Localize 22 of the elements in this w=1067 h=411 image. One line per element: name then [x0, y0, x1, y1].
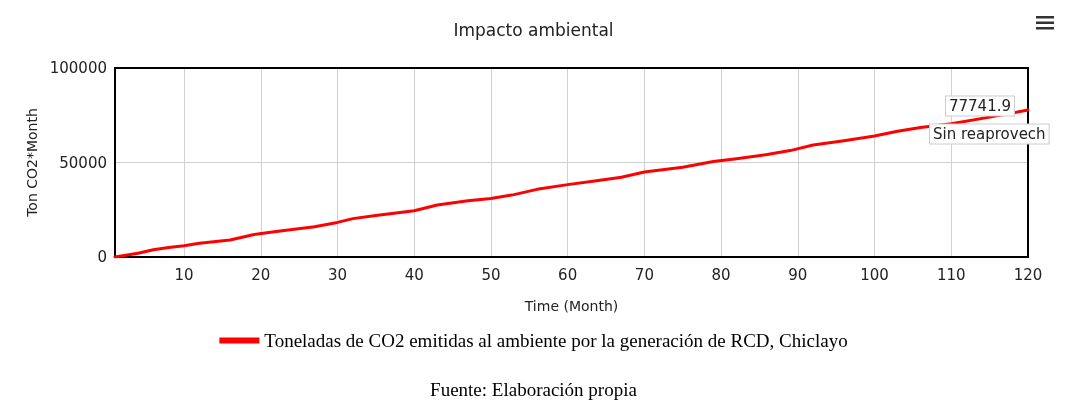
source-note: Fuente: Elaboración propia: [430, 379, 638, 400]
x-tick-label: 30: [327, 265, 348, 284]
x-tick-label: 110: [936, 265, 966, 284]
x-tick-label: 60: [558, 265, 578, 284]
annotation: 77741.9: [948, 97, 1011, 116]
x-tick-label: 20: [251, 265, 271, 284]
chart-title: Impacto ambiental: [453, 19, 614, 40]
x-axis-title: Time (Month): [523, 298, 619, 314]
x-tick-label: 90: [788, 265, 808, 284]
annotation: Sin reaprovech: [933, 125, 1046, 144]
x-tick-label: 50: [481, 265, 501, 284]
x-tick-label: 80: [711, 265, 731, 284]
x-tick-label: 70: [634, 265, 654, 284]
x-tick-label: 40: [404, 265, 424, 284]
x-tick-label: 120: [1013, 265, 1043, 284]
x-tick-label: 10: [174, 265, 194, 284]
x-tick-label: 100: [860, 265, 889, 284]
y-tick-label: 0: [97, 248, 107, 266]
y-tick-label: 100000: [49, 59, 107, 77]
y-axis-title: Ton CO2*Month: [23, 108, 40, 218]
legend-label: Toneladas de CO2 emitidas al ambiente por la generación de RCD, Chiclayo: [264, 330, 848, 351]
y-tick-label: 50000: [59, 153, 107, 172]
